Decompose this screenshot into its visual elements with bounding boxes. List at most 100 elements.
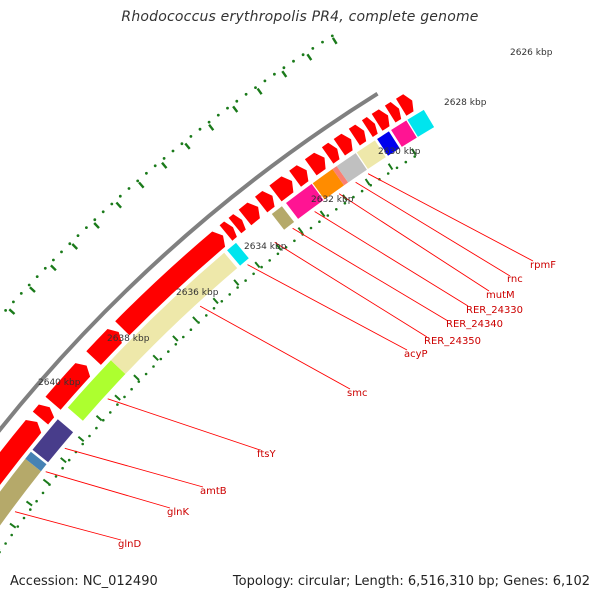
tick-dot	[282, 66, 286, 70]
major-tick	[281, 70, 288, 78]
gene-forward[interactable]	[289, 165, 309, 187]
gene-forward[interactable]	[45, 363, 91, 410]
major-tick	[29, 286, 36, 293]
gene-label-glnD[interactable]: glnD	[118, 539, 141, 550]
tick-dot	[167, 350, 170, 353]
gene-RER_24340[interactable]	[271, 206, 295, 230]
major-tick	[77, 435, 85, 442]
tick-dot	[273, 72, 276, 76]
gene-label-glnK[interactable]: glnK	[167, 507, 189, 518]
gene-forward[interactable]	[238, 202, 260, 226]
leader-glnK	[45, 471, 171, 509]
tick-dot	[88, 434, 91, 438]
major-tick	[306, 53, 313, 61]
leader-smc	[199, 305, 351, 390]
gene-label-acyP[interactable]: acyP	[404, 349, 428, 360]
gene-label-RER_24330[interactable]: RER_24330	[466, 305, 523, 316]
gene-blue[interactable]	[356, 140, 386, 169]
tick-dot	[19, 292, 23, 295]
tick-dot	[335, 208, 338, 211]
tick-dot	[189, 328, 193, 332]
tick-dot	[252, 272, 255, 276]
gene-forward[interactable]	[321, 142, 340, 164]
gene-label-RER_24350[interactable]: RER_24350	[424, 336, 481, 347]
forward-strand-genes	[0, 94, 414, 507]
gene-label-smc[interactable]: smc	[347, 388, 367, 399]
gene-forward[interactable]	[86, 329, 122, 365]
gene-label-mutM[interactable]: mutM	[486, 290, 515, 301]
gene-khaki-end[interactable]	[336, 153, 367, 183]
gene-forward[interactable]	[396, 94, 414, 116]
tick-dot	[35, 499, 38, 503]
leader-glnD	[14, 511, 122, 541]
tick-dot	[254, 86, 257, 89]
gene-forward[interactable]	[384, 102, 402, 123]
gene-magenta-end[interactable]	[377, 131, 400, 156]
gene-label-RER_24340[interactable]: RER_24340	[446, 319, 503, 330]
tick-dot	[360, 189, 364, 193]
gene-amtB[interactable]	[25, 451, 47, 472]
tick-dot	[76, 234, 80, 238]
gene-label-amtB[interactable]: amtB	[200, 486, 227, 497]
scale-label: 2640 kbp	[38, 378, 81, 388]
gene-lime-left[interactable]	[407, 109, 435, 137]
map-title: Rhodococcus erythropolis PR4, complete g…	[121, 9, 479, 25]
gene-RER_24350[interactable]	[227, 242, 249, 266]
tick-dot	[318, 220, 321, 223]
label-leader-lines	[14, 173, 534, 541]
major-tick	[133, 374, 140, 381]
tick-dot	[182, 335, 185, 339]
gene-forward[interactable]	[219, 221, 237, 241]
scale-label: 2638 kbp	[107, 334, 150, 344]
gene-forward[interactable]	[255, 191, 275, 213]
tick-dot	[123, 395, 126, 399]
gene-rpmF[interactable]	[332, 166, 349, 186]
gene-glnK[interactable]	[0, 458, 41, 536]
tick-dot	[130, 387, 133, 391]
gene-acyP[interactable]	[110, 252, 238, 374]
major-tick	[115, 201, 122, 209]
gene-forward[interactable]	[0, 420, 42, 507]
tick-dot	[311, 47, 315, 50]
tick-dot	[52, 258, 55, 262]
major-tick	[364, 178, 371, 186]
gene-mutM[interactable]	[286, 183, 324, 219]
major-tick	[9, 522, 17, 529]
tick-dot	[110, 202, 114, 206]
tick-dot	[136, 179, 140, 183]
gene-forward[interactable]	[361, 117, 378, 137]
gene-cyan-end[interactable]	[391, 120, 417, 147]
leader-acyP	[247, 264, 408, 351]
scale-label: 2628 kbp	[444, 98, 487, 108]
tick-dot	[16, 525, 20, 528]
tick-dot	[404, 160, 408, 164]
tick-dot	[330, 34, 334, 38]
gene-forward[interactable]	[348, 124, 367, 146]
gene-forward[interactable]	[269, 176, 294, 202]
gene-forward[interactable]	[304, 152, 326, 176]
tick-dot	[41, 491, 45, 495]
gene-rnc[interactable]	[312, 169, 344, 200]
gene-label-rpmF[interactable]: rpmF	[530, 260, 556, 271]
gene-forward[interactable]	[115, 231, 226, 336]
tick-dot	[263, 79, 267, 83]
gene-label-rnc[interactable]: rnc	[507, 274, 523, 285]
gene-forward[interactable]	[333, 133, 353, 156]
tick-dot	[35, 275, 39, 278]
gene-forward[interactable]	[32, 404, 55, 425]
tick-dot	[4, 309, 7, 312]
major-tick	[256, 87, 263, 95]
major-tick	[232, 105, 239, 113]
major-tick	[152, 354, 159, 362]
major-tick	[387, 163, 394, 171]
tick-dot	[352, 195, 355, 199]
tick-dot	[48, 483, 51, 486]
gene-label-ftsY[interactable]: ftsY	[257, 449, 276, 460]
tick-dot	[81, 442, 84, 446]
minor-tick-dots	[0, 34, 417, 554]
tick-dot	[244, 279, 247, 282]
gene-ftsY[interactable]	[32, 419, 74, 463]
gene-smc[interactable]	[67, 360, 126, 421]
gene-forward[interactable]	[371, 109, 390, 131]
gene-forward[interactable]	[228, 214, 246, 234]
